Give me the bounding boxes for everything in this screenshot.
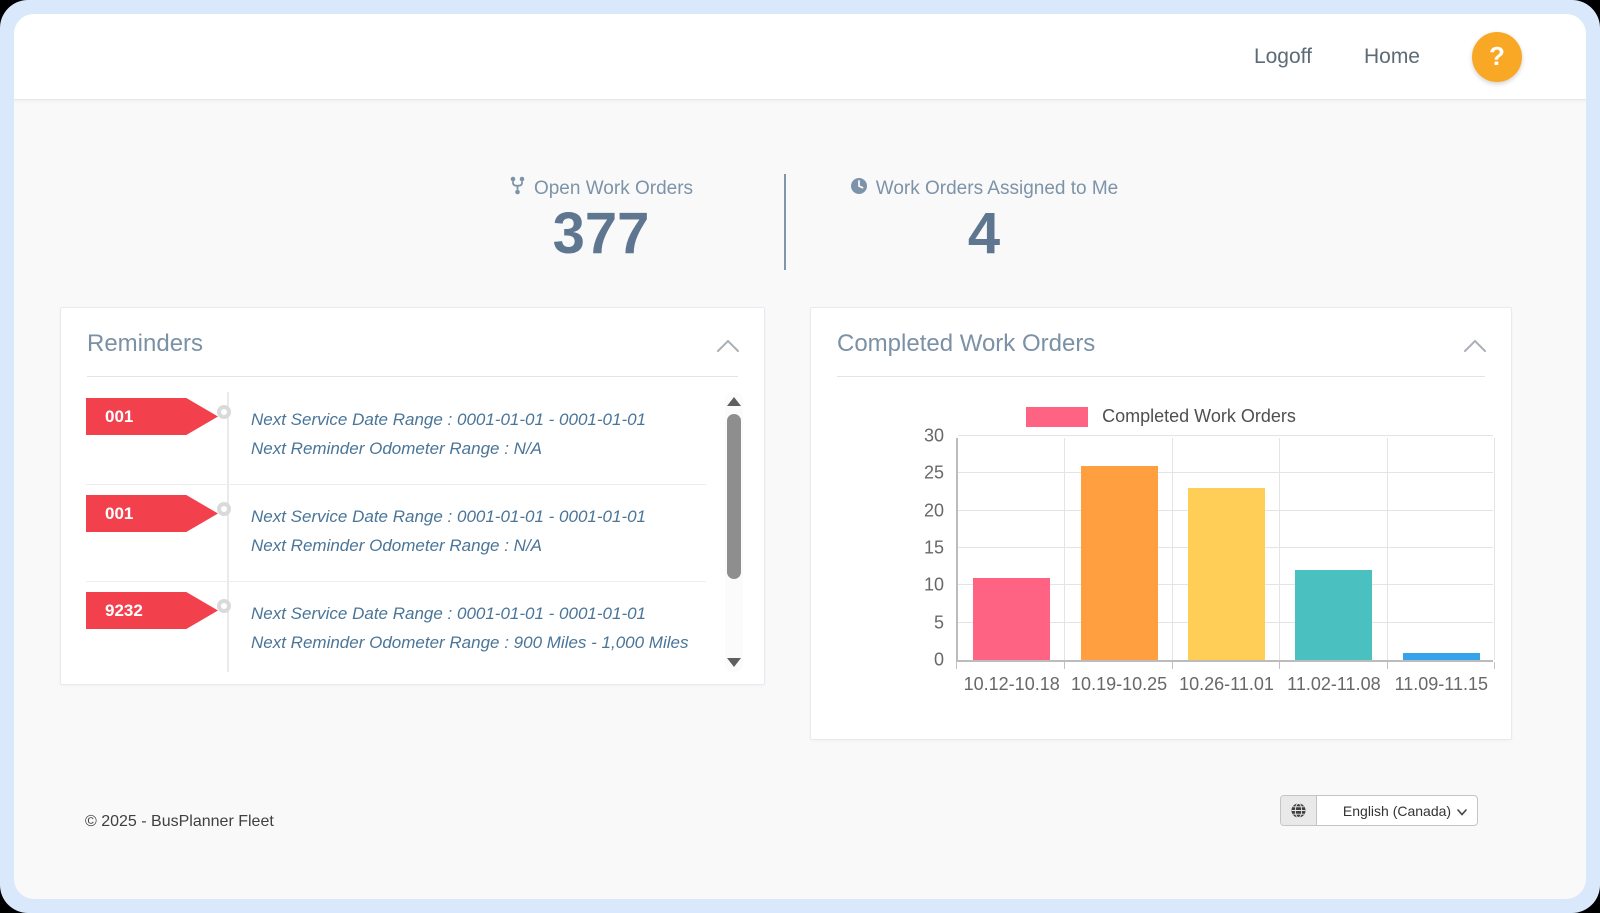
scroll-up-arrow-icon[interactable] <box>727 397 741 406</box>
timeline-dot-icon <box>217 405 231 419</box>
language-selected-value: English (Canada) <box>1342 802 1452 819</box>
bar-10.12-10.18[interactable] <box>973 577 1051 660</box>
language-select[interactable]: English (Canada) <box>1317 796 1477 825</box>
reminders-list: 001 Next Service Date Range : 0001-01-01 … <box>61 388 764 678</box>
scroll-down-arrow-icon[interactable] <box>727 658 741 667</box>
reminder-item[interactable]: 9232 Next Service Date Range : 0001-01-01… <box>61 582 764 678</box>
home-link[interactable]: Home <box>1363 44 1420 68</box>
y-tick-label: 20 <box>923 500 944 521</box>
chart-plot: 0 5 10 15 20 25 30 10.12-10.18 10.19-10.25 10.26-… <box>924 426 1495 694</box>
axis-tick <box>1171 662 1173 669</box>
stat-open-label: Open Work Orders <box>533 177 694 199</box>
stat-open-work-orders[interactable]: Open Work Orders 377 <box>426 176 776 268</box>
bar-11.09-11.15[interactable] <box>1402 652 1480 660</box>
x-tick-label: 10.26-11.01 <box>1179 674 1274 694</box>
reminder-item[interactable]: 001 Next Service Date Range : 0001-01-01 … <box>61 388 764 485</box>
stat-open-value: 377 <box>552 201 650 267</box>
chart-legend: Completed Work Orders <box>811 406 1511 427</box>
y-tick-label: 5 <box>933 612 944 633</box>
reminder-odometer-range: Next Reminder Odometer Range : 900 Miles… <box>251 633 689 652</box>
y-tick-label: 10 <box>923 574 944 595</box>
timeline-dot-icon <box>217 502 231 516</box>
reminder-tag: 001 <box>86 398 218 435</box>
axis-tick <box>956 662 957 669</box>
fork-icon <box>509 176 526 201</box>
reminder-tag: 9232 <box>86 592 218 629</box>
gridline <box>1386 438 1388 660</box>
x-tick-label: 10.19-10.25 <box>1071 674 1168 694</box>
question-icon: ? <box>1489 41 1505 71</box>
axis-tick <box>1064 662 1066 669</box>
y-tick-label: 0 <box>933 649 944 670</box>
x-tick-label: 11.02-11.08 <box>1287 674 1381 694</box>
item-divider <box>86 581 706 582</box>
language-select-group: English (Canada) <box>1280 795 1478 826</box>
bar-10.26-11.01[interactable] <box>1188 488 1265 660</box>
reminder-service-date-range: Next Service Date Range : 0001-01-01 - 0… <box>251 410 647 429</box>
gridline <box>1494 438 1495 660</box>
collapse-chevron-icon[interactable] <box>716 338 740 359</box>
reminder-odometer-range: Next Reminder Odometer Range : N/A <box>251 439 543 458</box>
y-tick-label: 25 <box>923 462 944 483</box>
reminder-item[interactable]: 001 Next Service Date Range : 0001-01-01 … <box>61 485 764 582</box>
axis-tick <box>1494 662 1495 669</box>
gridline <box>1064 438 1066 660</box>
gridline <box>958 472 1493 474</box>
x-tick-label: 11.09-11.15 <box>1394 674 1489 694</box>
gridline <box>1279 438 1281 660</box>
stat-assigned-value: 4 <box>967 200 1001 266</box>
axis-tick <box>1386 662 1388 669</box>
bar-10.19-10.25[interactable] <box>1080 465 1158 660</box>
gridline <box>958 435 1493 436</box>
reminder-service-date-range: Next Service Date Range : 0001-01-01 - 0… <box>251 507 647 526</box>
reminder-service-date-range: Next Service Date Range : 0001-01-01 - 0… <box>251 604 647 623</box>
chart-panel-header: Completed Work Orders <box>811 308 1511 376</box>
reminders-header-rule <box>87 376 738 377</box>
x-tick-label: 10.12-10.18 <box>963 674 1060 694</box>
top-navbar: Logoff Home ? <box>14 14 1586 100</box>
stats-divider <box>784 174 786 270</box>
gridline <box>1171 438 1173 660</box>
reminders-panel-header: Reminders <box>61 308 764 376</box>
reminder-tag: 001 <box>86 495 218 532</box>
reminders-panel: Reminders 001 Next Service Date Range : 0… <box>60 307 765 685</box>
reminder-odometer-range: Next Reminder Odometer Range : N/A <box>251 536 543 555</box>
chevron-down-icon <box>1456 805 1468 821</box>
y-tick-label: 15 <box>923 537 944 558</box>
timeline-dot-icon <box>217 599 231 613</box>
stat-assigned-to-me[interactable]: Work Orders Assigned to Me 4 <box>794 177 1174 268</box>
timeline-line <box>227 392 229 672</box>
stat-assigned-label: Work Orders Assigned to Me <box>875 177 1119 199</box>
axis-tick <box>1279 662 1281 669</box>
completed-work-orders-title: Completed Work Orders <box>837 330 1096 357</box>
y-tick-label: 30 <box>923 425 944 446</box>
work-order-stats: Open Work Orders 377 Work Orders Assigne… <box>426 174 1174 270</box>
scrollbar-thumb[interactable] <box>727 414 741 579</box>
app-window: Logoff Home ? Open Wor <box>14 14 1586 899</box>
clock-icon <box>850 177 868 201</box>
legend-label: Completed Work Orders <box>1102 406 1296 426</box>
collapse-chevron-icon[interactable] <box>1463 338 1487 359</box>
legend-swatch[interactable] <box>1026 406 1089 427</box>
item-divider <box>86 484 706 485</box>
footer-copyright: © 2025 - BusPlanner Fleet <box>85 813 274 830</box>
help-button[interactable]: ? <box>1472 31 1522 82</box>
completed-work-orders-panel: Completed Work Orders Completed Work Ord… <box>810 307 1512 740</box>
reminders-scrollbar[interactable] <box>725 392 743 672</box>
globe-icon <box>1281 796 1317 825</box>
reminders-title: Reminders <box>87 330 204 357</box>
bar-11.02-11.08[interactable] <box>1295 570 1373 660</box>
logoff-link[interactable]: Logoff <box>1253 44 1312 68</box>
chart-header-rule <box>837 376 1485 377</box>
